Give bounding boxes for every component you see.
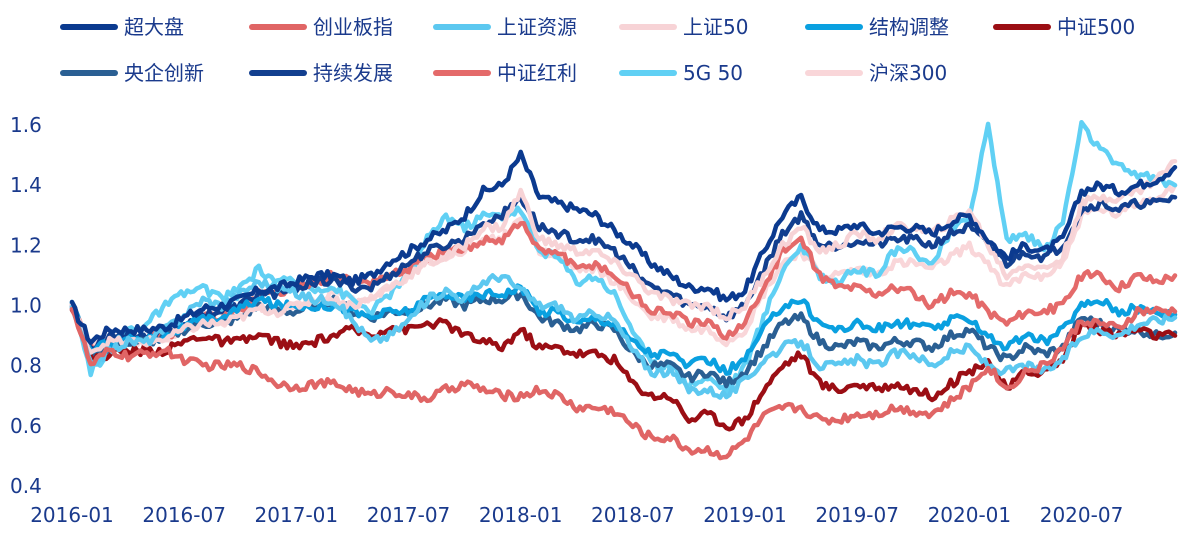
- y-tick-label: 1.2: [10, 233, 42, 257]
- y-tick-label: 1.6: [10, 113, 42, 137]
- x-tick-label: 2020-07: [1040, 503, 1124, 527]
- series-line: [69, 158, 1178, 355]
- y-tick-label: 0.8: [10, 354, 42, 378]
- y-tick-label: 1.4: [10, 173, 42, 197]
- x-tick-label: 2017-01: [255, 503, 339, 527]
- legend-label: 5G 50: [683, 61, 743, 85]
- legend-label: 中证红利: [497, 61, 577, 85]
- x-tick-label: 2017-07: [367, 503, 451, 527]
- x-tick-label: 2019-01: [703, 503, 787, 527]
- legend-label: 沪深300: [869, 61, 947, 85]
- x-tick-label: 2018-01: [479, 503, 563, 527]
- legend-label: 上证50: [683, 15, 748, 39]
- y-axis: 0.4 0.6 0.8 1.0 1.2 1.4 1.6: [10, 113, 42, 498]
- legend-label: 持续发展: [313, 61, 393, 85]
- y-tick-label: 0.6: [10, 414, 42, 438]
- x-tick-label: 2020-01: [928, 503, 1012, 527]
- legend-label: 超大盘: [124, 15, 184, 39]
- series-line: [69, 149, 1178, 346]
- legend-label: 结构调整: [869, 15, 949, 39]
- legend-label: 上证资源: [497, 15, 577, 39]
- legend-label: 中证500: [1057, 15, 1135, 39]
- legend: 超大盘 创业板指 上证资源 上证50 结构调整 中证500 央企创新 持续发展 中证红利 5G 5…: [60, 15, 1135, 85]
- series-line: [69, 119, 1178, 396]
- series-line: [69, 273, 1178, 400]
- series-line: [69, 283, 1178, 376]
- x-tick-label: 2016-01: [30, 503, 114, 527]
- legend-label: 央企创新: [124, 61, 204, 85]
- x-axis: 2016-01 2016-07 2017-01 2017-07 2018-01 2018-…: [30, 503, 1123, 527]
- x-tick-label: 2016-07: [142, 503, 226, 527]
- series-line: [69, 305, 1178, 461]
- y-tick-label: 1.0: [10, 294, 42, 318]
- y-tick-label: 0.4: [10, 474, 42, 498]
- series-layer: [69, 119, 1178, 461]
- legend-label: 创业板指: [313, 15, 393, 39]
- x-tick-label: 2018-07: [591, 503, 675, 527]
- x-tick-label: 2019-07: [815, 503, 899, 527]
